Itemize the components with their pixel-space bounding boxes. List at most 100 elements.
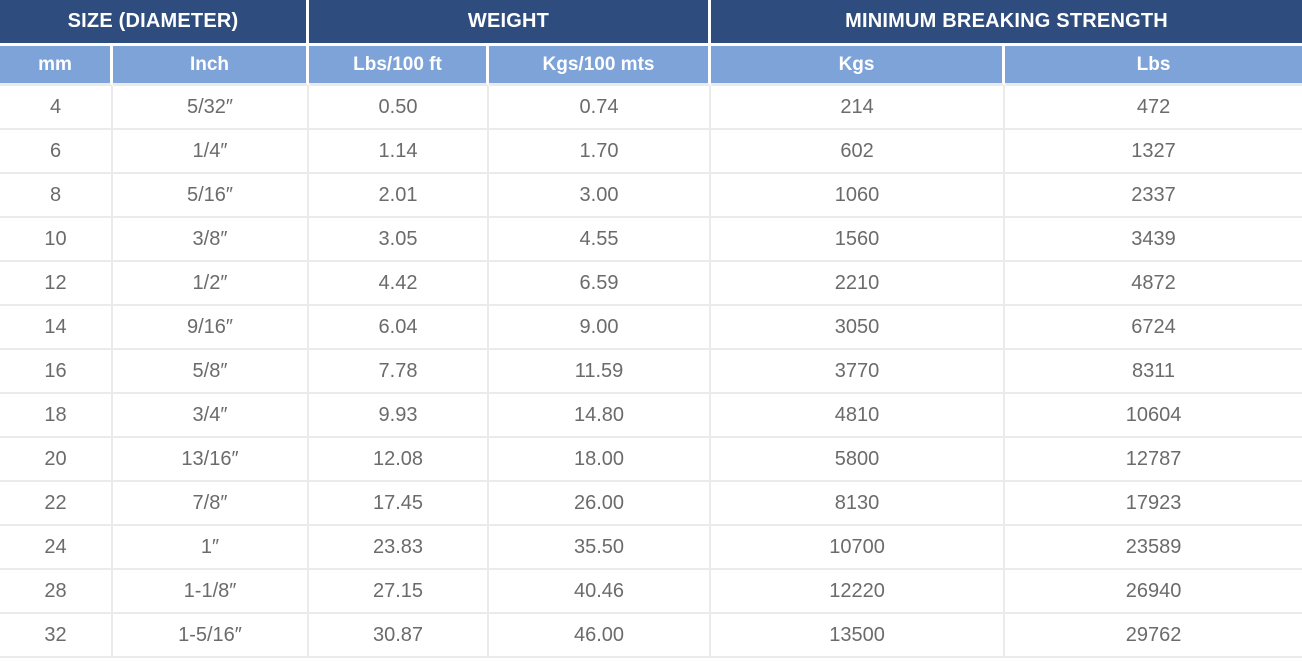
table-row: 4 5/32″ 0.50 0.74 214 472: [0, 86, 1302, 130]
table-row: 28 1-1/8″ 27.15 40.46 12220 26940: [0, 570, 1302, 614]
cell-lbs-per-100ft: 12.08: [309, 438, 489, 482]
table-row: 18 3/4″ 9.93 14.80 4810 10604: [0, 394, 1302, 438]
cell-kgs-per-100mts: 1.70: [489, 130, 712, 174]
cell-mm: 16: [0, 350, 113, 394]
cell-kgs-per-100mts: 11.59: [489, 350, 712, 394]
cell-inch: 9/16″: [113, 306, 309, 350]
cell-inch: 5/16″: [113, 174, 309, 218]
cell-kgs-per-100mts: 46.00: [489, 614, 712, 658]
table-body: 4 5/32″ 0.50 0.74 214 472 6 1/4″ 1.14 1.70 602 1327…: [0, 86, 1302, 658]
cell-lbs: 10604: [1005, 394, 1302, 438]
cell-mm: 22: [0, 482, 113, 526]
cell-inch: 7/8″: [113, 482, 309, 526]
table-row: 8 5/16″ 2.01 3.00 1060 2337: [0, 174, 1302, 218]
cell-lbs-per-100ft: 6.04: [309, 306, 489, 350]
cell-kgs: 1560: [711, 218, 1006, 262]
column-header-lbs-per-100ft: Lbs/100 ft: [309, 46, 489, 86]
cell-inch: 3/8″: [113, 218, 309, 262]
cell-lbs: 12787: [1005, 438, 1302, 482]
cell-lbs-per-100ft: 4.42: [309, 262, 489, 306]
cell-mm: 24: [0, 526, 113, 570]
cell-kgs: 2210: [711, 262, 1006, 306]
header-group-size: SIZE (DIAMETER): [0, 0, 309, 46]
cell-kgs: 1060: [711, 174, 1006, 218]
table-row: 20 13/16″ 12.08 18.00 5800 12787: [0, 438, 1302, 482]
cell-inch: 1/2″: [113, 262, 309, 306]
cell-kgs: 10700: [711, 526, 1006, 570]
cell-lbs-per-100ft: 9.93: [309, 394, 489, 438]
cell-lbs: 2337: [1005, 174, 1302, 218]
cell-kgs: 214: [711, 86, 1006, 130]
cell-kgs-per-100mts: 3.00: [489, 174, 712, 218]
cell-mm: 12: [0, 262, 113, 306]
cell-inch: 1″: [113, 526, 309, 570]
table-row: 16 5/8″ 7.78 11.59 3770 8311: [0, 350, 1302, 394]
cell-mm: 32: [0, 614, 113, 658]
cell-kgs-per-100mts: 4.55: [489, 218, 712, 262]
cell-lbs-per-100ft: 1.14: [309, 130, 489, 174]
table-row: 10 3/8″ 3.05 4.55 1560 3439: [0, 218, 1302, 262]
cell-lbs: 26940: [1005, 570, 1302, 614]
cell-kgs-per-100mts: 40.46: [489, 570, 712, 614]
header-group-row: SIZE (DIAMETER) WEIGHT MINIMUM BREAKING …: [0, 0, 1302, 46]
column-header-kgs: Kgs: [711, 46, 1006, 86]
table-row: 12 1/2″ 4.42 6.59 2210 4872: [0, 262, 1302, 306]
header-group-weight: WEIGHT: [309, 0, 712, 46]
cell-mm: 4: [0, 86, 113, 130]
cell-lbs: 4872: [1005, 262, 1302, 306]
cell-mm: 6: [0, 130, 113, 174]
column-header-kgs-per-100mts: Kgs/100 mts: [489, 46, 712, 86]
cell-lbs-per-100ft: 2.01: [309, 174, 489, 218]
cell-kgs-per-100mts: 9.00: [489, 306, 712, 350]
header-group-breaking-strength: MINIMUM BREAKING STRENGTH: [711, 0, 1302, 46]
cell-mm: 10: [0, 218, 113, 262]
cell-kgs: 13500: [711, 614, 1006, 658]
cell-lbs: 23589: [1005, 526, 1302, 570]
cell-kgs: 4810: [711, 394, 1006, 438]
cell-kgs: 602: [711, 130, 1006, 174]
cell-inch: 13/16″: [113, 438, 309, 482]
cell-inch: 1/4″: [113, 130, 309, 174]
cell-lbs: 17923: [1005, 482, 1302, 526]
cell-lbs: 472: [1005, 86, 1302, 130]
cell-lbs-per-100ft: 17.45: [309, 482, 489, 526]
cell-kgs-per-100mts: 26.00: [489, 482, 712, 526]
column-header-lbs: Lbs: [1005, 46, 1302, 86]
cell-lbs-per-100ft: 27.15: [309, 570, 489, 614]
column-header-inch: Inch: [113, 46, 309, 86]
table-row: 14 9/16″ 6.04 9.00 3050 6724: [0, 306, 1302, 350]
cell-kgs: 5800: [711, 438, 1006, 482]
cell-lbs: 1327: [1005, 130, 1302, 174]
table-row: 32 1-5/16″ 30.87 46.00 13500 29762: [0, 614, 1302, 658]
cell-mm: 14: [0, 306, 113, 350]
cell-lbs-per-100ft: 23.83: [309, 526, 489, 570]
cell-kgs-per-100mts: 18.00: [489, 438, 712, 482]
cell-kgs: 3770: [711, 350, 1006, 394]
table-row: 22 7/8″ 17.45 26.00 8130 17923: [0, 482, 1302, 526]
cell-lbs-per-100ft: 0.50: [309, 86, 489, 130]
cell-inch: 1-5/16″: [113, 614, 309, 658]
cell-mm: 18: [0, 394, 113, 438]
cell-mm: 20: [0, 438, 113, 482]
cell-lbs: 3439: [1005, 218, 1302, 262]
cell-lbs-per-100ft: 30.87: [309, 614, 489, 658]
cell-kgs: 3050: [711, 306, 1006, 350]
cell-lbs: 8311: [1005, 350, 1302, 394]
cell-inch: 5/32″: [113, 86, 309, 130]
cell-kgs-per-100mts: 14.80: [489, 394, 712, 438]
cell-kgs: 12220: [711, 570, 1006, 614]
cell-kgs-per-100mts: 6.59: [489, 262, 712, 306]
cell-inch: 3/4″: [113, 394, 309, 438]
cell-kgs-per-100mts: 35.50: [489, 526, 712, 570]
table-row: 6 1/4″ 1.14 1.70 602 1327: [0, 130, 1302, 174]
cell-inch: 5/8″: [113, 350, 309, 394]
table-row: 24 1″ 23.83 35.50 10700 23589: [0, 526, 1302, 570]
cell-lbs-per-100ft: 3.05: [309, 218, 489, 262]
cell-kgs-per-100mts: 0.74: [489, 86, 712, 130]
cell-kgs: 8130: [711, 482, 1006, 526]
cell-mm: 8: [0, 174, 113, 218]
cell-inch: 1-1/8″: [113, 570, 309, 614]
table-header: SIZE (DIAMETER) WEIGHT MINIMUM BREAKING …: [0, 0, 1302, 86]
cell-mm: 28: [0, 570, 113, 614]
